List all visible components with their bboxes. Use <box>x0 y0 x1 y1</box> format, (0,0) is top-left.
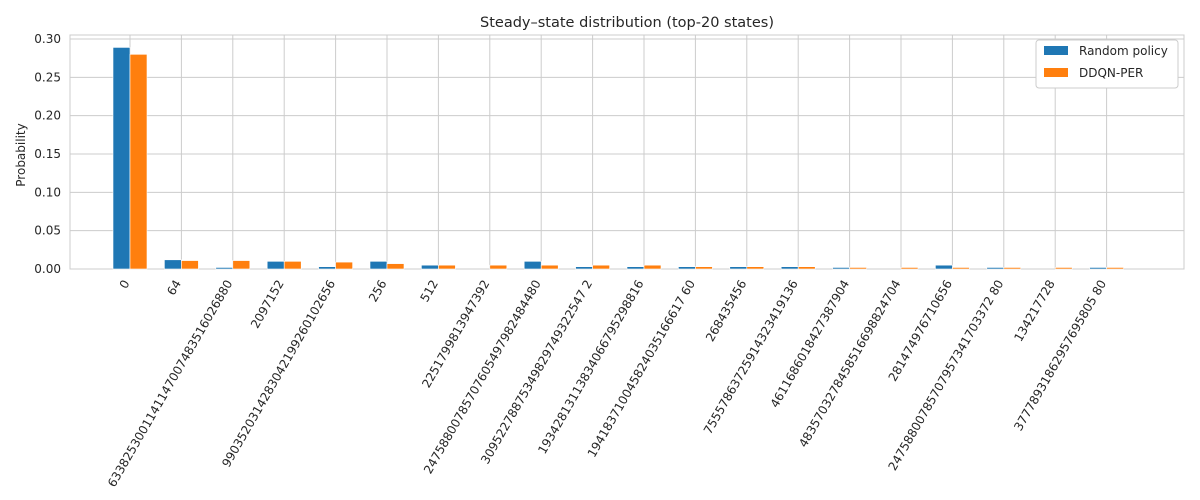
bar-random-policy <box>369 261 388 270</box>
legend-label-random-policy: Random policy <box>1079 44 1168 58</box>
y-tick-label: 0.00 <box>34 262 61 276</box>
bar-random-policy <box>266 261 285 270</box>
x-tick-label: 37778931862957695805 80 <box>1011 278 1109 434</box>
bar-ddqn-per <box>797 266 816 270</box>
bars-group <box>112 47 1124 270</box>
x-tick-label: 256 <box>366 278 390 305</box>
bar-random-policy <box>215 267 234 270</box>
bar-ddqn-per <box>232 260 251 270</box>
legend-label-ddqn-per: DDQN-PER <box>1079 66 1143 80</box>
bar-ddqn-per <box>849 267 867 270</box>
bar-ddqn-per <box>540 264 559 270</box>
x-tick-label: 75557863725914323419136 <box>701 278 801 437</box>
bar-random-policy <box>318 266 336 270</box>
bar-ddqn-per <box>592 264 610 270</box>
bar-ddqn-per <box>386 263 405 270</box>
bar-random-policy <box>626 266 645 270</box>
y-axis-label: Probability <box>14 123 28 186</box>
chart-title: Steady–state distribution (top-20 states… <box>480 15 774 31</box>
bar-ddqn-per <box>746 266 765 270</box>
y-tick-label: 0.15 <box>34 147 61 161</box>
bar-ddqn-per <box>283 261 302 270</box>
bar-ddqn-per <box>1106 267 1124 270</box>
bar-random-policy <box>729 266 748 270</box>
bar-ddqn-per <box>489 264 508 270</box>
bar-random-policy <box>780 266 799 270</box>
bar-ddqn-per <box>952 267 970 270</box>
bar-ddqn-per <box>129 54 148 270</box>
bar-random-policy <box>986 267 1005 270</box>
y-tick-labels: 0.00 0.05 0.10 0.15 0.20 0.25 0.30 <box>34 32 61 276</box>
x-tick-label: 30952278875349829749322547 2 <box>478 278 595 467</box>
x-tick-label: 268435456 <box>703 278 749 345</box>
legend-box <box>1035 39 1179 89</box>
bar-random-policy <box>112 47 131 270</box>
bar-ddqn-per <box>1054 267 1073 270</box>
bar-random-policy <box>523 261 542 270</box>
x-tick-label: 2097152 <box>248 278 287 331</box>
bar-ddqn-per <box>181 260 199 270</box>
y-tick-label: 0.30 <box>34 32 61 46</box>
x-tick-label: 194183710045824035166617 60 <box>585 278 698 460</box>
x-tick-label: 24758800785707957341703372 80 <box>885 278 1006 473</box>
y-tick-label: 0.25 <box>34 70 61 84</box>
bar-ddqn-per <box>695 266 713 270</box>
x-tick-label: 9903520314283042199260102656 <box>219 277 338 469</box>
legend-swatch-random-policy <box>1044 46 1068 55</box>
bar-random-policy <box>935 264 953 270</box>
legend-swatch-ddqn-per <box>1044 68 1068 77</box>
x-tick-label: 19342813113834066795298816 <box>535 278 646 457</box>
bar-random-policy <box>832 267 850 270</box>
y-tick-label: 0.10 <box>34 185 61 199</box>
x-tick-label: 64 <box>164 278 184 298</box>
bar-ddqn-per <box>643 264 662 270</box>
bar-random-policy <box>421 264 439 270</box>
x-tick-label: 4835703278458516698824704 <box>796 278 904 450</box>
y-tick-label: 0.05 <box>34 224 61 238</box>
bar-ddqn-per <box>438 264 456 270</box>
bar-random-policy <box>164 259 182 270</box>
x-tick-label: 6338253001141147007483516026880 <box>105 278 235 490</box>
grid-lines <box>70 35 1184 270</box>
plot-frame <box>69 34 1185 270</box>
x-tick-label: 512 <box>417 278 441 305</box>
bar-random-policy <box>678 266 696 270</box>
bar-random-policy <box>1089 267 1107 270</box>
bar-random-policy <box>575 266 593 270</box>
bar-ddqn-per <box>335 261 353 270</box>
y-tick-label: 0.20 <box>34 109 61 123</box>
bar-ddqn-per <box>1003 267 1022 270</box>
x-tick-label: 0 <box>117 278 133 292</box>
legend: Random policy DDQN-PER <box>1035 39 1179 89</box>
bar-ddqn-per <box>900 267 919 270</box>
x-tick-label: 134217728 <box>1011 278 1057 345</box>
